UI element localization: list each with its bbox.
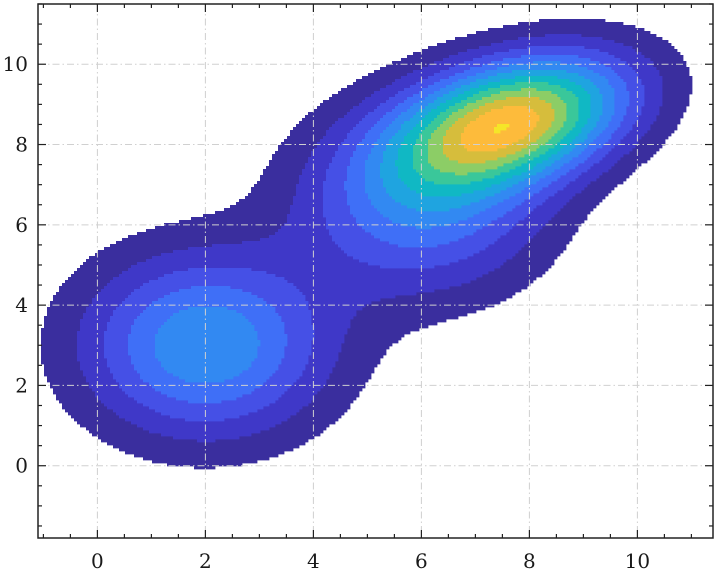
y-tick-label: 8 — [15, 133, 28, 157]
contour-level-5 — [155, 61, 615, 383]
tick-labels: 0 2 4 6 8 10 0 2 4 6 8 10 — [3, 52, 651, 573]
x-tick-label: 10 — [625, 549, 650, 573]
contour-level-1 — [41, 19, 693, 470]
x-tick-label: 8 — [523, 549, 536, 573]
y-tick-label: 4 — [15, 293, 28, 317]
x-tick-label: 6 — [415, 549, 428, 573]
y-tick-label: 10 — [3, 52, 28, 76]
contour-level-7 — [395, 76, 591, 197]
y-tick-label: 6 — [15, 213, 28, 237]
contour-level-10 — [443, 97, 555, 164]
plot-area — [41, 19, 693, 470]
x-tick-label: 4 — [307, 549, 320, 573]
contour-level-3 — [104, 46, 645, 422]
contour-level-11 — [461, 106, 540, 152]
contour-level-4 — [127, 55, 630, 404]
contour-level-2 — [77, 34, 663, 443]
contour-level-6 — [380, 70, 603, 212]
y-tick-label: 0 — [15, 454, 28, 478]
grid — [38, 4, 713, 538]
contour-level-8 — [413, 82, 579, 185]
x-tick-label: 2 — [199, 549, 212, 573]
y-tick-label: 2 — [15, 373, 28, 397]
contour-level-9 — [428, 88, 567, 176]
contour-level-12 — [494, 124, 510, 134]
x-tick-label: 0 — [91, 549, 104, 573]
plot-frame — [37, 3, 714, 539]
